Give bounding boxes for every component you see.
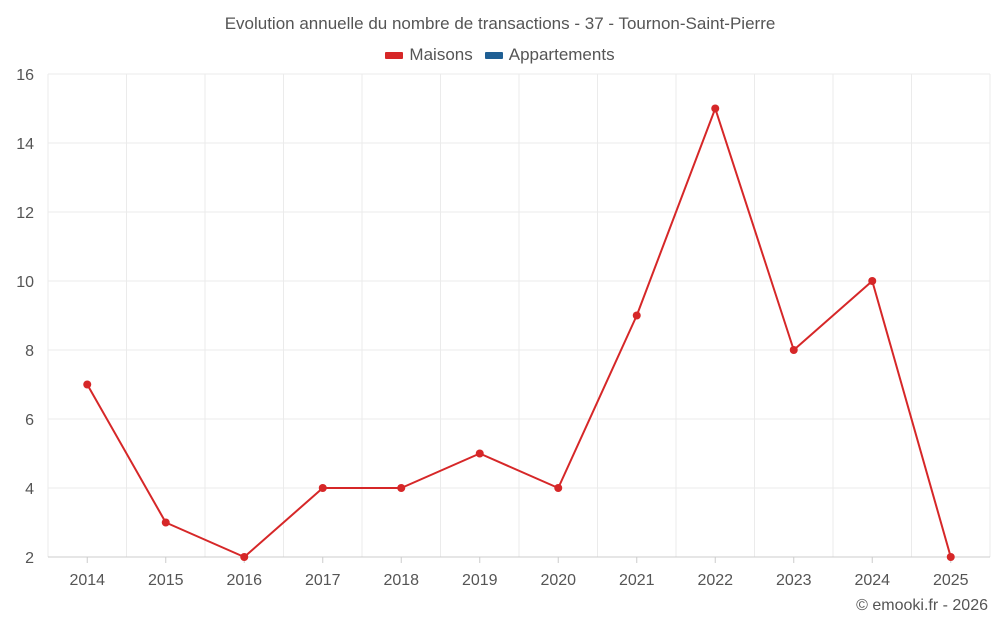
x-tick-label: 2015: [148, 572, 184, 589]
x-tick-label: 2014: [69, 572, 105, 589]
grid-lines: [47, 73, 991, 558]
data-point[interactable]: [554, 484, 563, 492]
legend-item-maisons[interactable]: Maisons: [385, 45, 473, 65]
legend: Maisons Appartements: [0, 45, 1000, 65]
data-point[interactable]: [240, 553, 249, 561]
x-tick-label: 2019: [462, 572, 498, 589]
legend-label-appartements: Appartements: [508, 45, 615, 64]
y-tick-label: 12: [16, 205, 34, 222]
data-point[interactable]: [475, 449, 484, 458]
y-tick-label: 16: [16, 67, 34, 84]
data-point[interactable]: [161, 518, 170, 527]
data-point[interactable]: [397, 484, 406, 492]
y-tick-label: 8: [25, 343, 34, 360]
y-tick-label: 6: [25, 412, 34, 429]
data-point[interactable]: [632, 311, 641, 320]
x-tick-label: 2018: [383, 572, 419, 589]
data-point[interactable]: [868, 277, 877, 285]
axes: 2 4 6 8 10 12 14 16 2014 2015 2016 2017 2018 2019 2020…: [16, 67, 990, 589]
y-tick-label: 14: [16, 136, 34, 153]
legend-swatch-maisons: [385, 51, 404, 59]
legend-swatch-appartements: [484, 51, 503, 59]
x-tick-label: 2024: [854, 572, 890, 589]
y-tick-label: 10: [16, 274, 34, 291]
x-tick-label: 2021: [619, 572, 655, 589]
x-tick-label: 2017: [305, 572, 341, 589]
data-point[interactable]: [946, 553, 955, 561]
x-tick-label: 2023: [776, 572, 812, 589]
chart-title: Evolution annuelle du nombre de transact…: [224, 14, 776, 33]
y-tick-label: 2: [25, 550, 34, 567]
data-point[interactable]: [789, 346, 798, 354]
legend-item-appartements[interactable]: Appartements: [484, 45, 615, 65]
x-tick-label: 2022: [697, 572, 733, 589]
legend-label-maisons: Maisons: [409, 45, 473, 64]
x-tick-label: 2025: [933, 572, 969, 589]
data-point[interactable]: [318, 484, 327, 492]
x-tick-label: 2016: [226, 572, 262, 589]
data-point[interactable]: [711, 104, 720, 113]
credit-text: © emooki.fr - 2026: [856, 597, 988, 614]
x-tick-label: 2020: [540, 572, 576, 589]
series-line-maisons: [86, 107, 952, 558]
series-group: [83, 104, 955, 561]
data-point[interactable]: [83, 380, 92, 389]
y-tick-label: 4: [25, 481, 34, 498]
